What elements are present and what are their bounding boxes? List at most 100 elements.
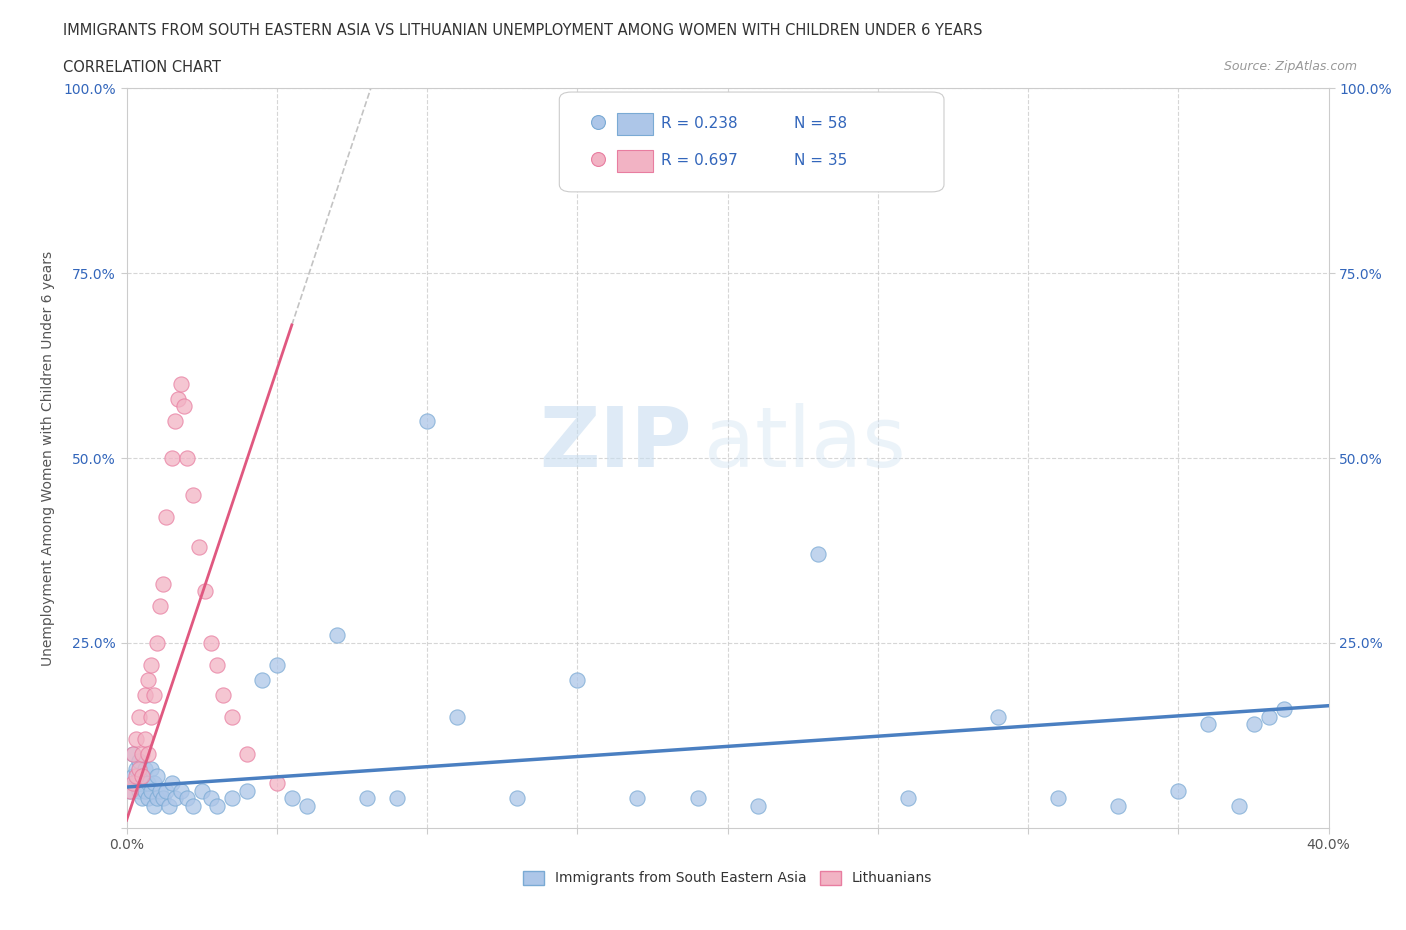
Text: R = 0.238: R = 0.238: [661, 115, 738, 131]
Point: [250, 672, 273, 687]
Point: [181, 798, 204, 813]
Point: [176, 451, 198, 466]
Point: [1257, 710, 1279, 724]
Point: [1047, 790, 1070, 805]
Bar: [617, 150, 652, 172]
Point: [1294, 114, 1316, 129]
Point: [385, 790, 408, 805]
Point: [136, 790, 159, 805]
Point: [152, 577, 174, 591]
Point: [221, 710, 243, 724]
Text: Source: ZipAtlas.com: Source: ZipAtlas.com: [1223, 60, 1357, 73]
Point: [139, 658, 162, 672]
Point: [118, 783, 141, 798]
Point: [163, 414, 186, 429]
Point: [987, 710, 1010, 724]
Point: [136, 746, 159, 761]
Point: [686, 790, 709, 805]
Point: [1243, 717, 1265, 732]
Point: [121, 746, 143, 761]
Point: [281, 790, 304, 805]
Point: [1294, 152, 1316, 166]
Point: [145, 768, 167, 783]
Point: [145, 790, 167, 805]
Point: [134, 687, 156, 702]
Point: [235, 746, 259, 761]
Point: [173, 399, 195, 414]
Point: [1197, 717, 1219, 732]
Point: [139, 783, 162, 798]
Text: N = 35: N = 35: [794, 153, 846, 167]
Point: [626, 790, 648, 805]
Point: [567, 672, 589, 687]
Point: [118, 783, 141, 798]
Point: [155, 783, 177, 798]
Point: [139, 710, 162, 724]
Point: [121, 768, 143, 783]
Point: [128, 753, 150, 768]
Point: [1167, 783, 1189, 798]
Point: [124, 732, 146, 747]
Point: [295, 798, 318, 813]
Point: [221, 790, 243, 805]
Text: N = 58: N = 58: [794, 115, 846, 131]
Point: [169, 377, 191, 392]
Point: [145, 635, 167, 650]
Point: [266, 776, 288, 790]
Point: [128, 761, 150, 776]
Point: [1272, 702, 1295, 717]
Point: [121, 746, 143, 761]
Point: [1227, 798, 1250, 813]
Point: [152, 790, 174, 805]
Point: [416, 414, 439, 429]
Point: [131, 790, 153, 805]
Point: [211, 687, 233, 702]
Point: [194, 584, 217, 599]
Point: [139, 761, 162, 776]
Point: [124, 761, 146, 776]
Point: [200, 790, 222, 805]
Point: [149, 599, 172, 614]
Point: [190, 783, 212, 798]
Point: [747, 798, 769, 813]
Point: [131, 768, 153, 783]
Point: [134, 761, 156, 776]
Text: ZIP: ZIP: [538, 403, 692, 484]
Point: [163, 790, 186, 805]
Point: [131, 768, 153, 783]
Point: [157, 798, 180, 813]
Point: [446, 710, 468, 724]
Point: [160, 451, 183, 466]
Point: [128, 783, 150, 798]
Text: R = 0.697: R = 0.697: [661, 153, 738, 167]
Point: [124, 768, 146, 783]
Point: [807, 547, 830, 562]
Point: [205, 798, 228, 813]
Point: [142, 776, 165, 790]
Point: [155, 510, 177, 525]
Point: [326, 628, 349, 643]
Point: [134, 783, 156, 798]
Point: [166, 392, 188, 406]
Point: [136, 672, 159, 687]
Text: IMMIGRANTS FROM SOUTH EASTERN ASIA VS LITHUANIAN UNEMPLOYMENT AMONG WOMEN WITH C: IMMIGRANTS FROM SOUTH EASTERN ASIA VS LI…: [63, 23, 983, 38]
Point: [356, 790, 378, 805]
Point: [1107, 798, 1129, 813]
Point: [181, 487, 204, 502]
Point: [160, 776, 183, 790]
Point: [142, 687, 165, 702]
Point: [235, 783, 259, 798]
FancyBboxPatch shape: [560, 92, 943, 192]
Point: [121, 776, 143, 790]
Point: [200, 635, 222, 650]
Text: CORRELATION CHART: CORRELATION CHART: [63, 60, 221, 75]
Bar: [617, 113, 652, 135]
Point: [131, 746, 153, 761]
Y-axis label: Unemployment Among Women with Children Under 6 years: Unemployment Among Women with Children U…: [41, 250, 55, 666]
Point: [149, 783, 172, 798]
Point: [187, 539, 209, 554]
Point: [897, 790, 920, 805]
Point: [142, 798, 165, 813]
Point: [124, 776, 146, 790]
Point: [134, 732, 156, 747]
